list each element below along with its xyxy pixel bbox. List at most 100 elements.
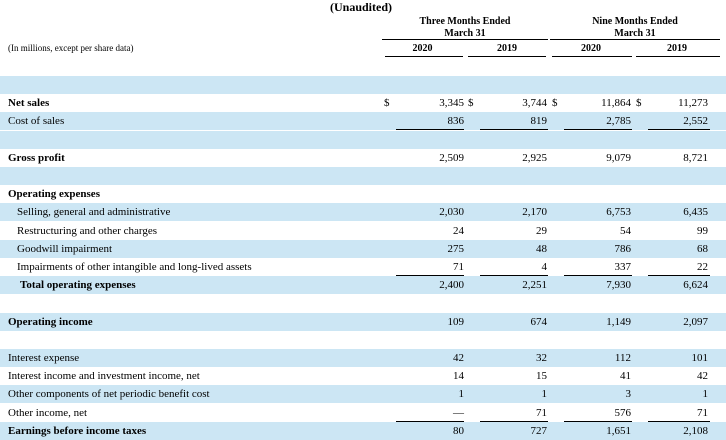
currency-symbol: $ bbox=[636, 97, 642, 110]
row-label: Total operating expenses bbox=[20, 279, 136, 292]
table-row: Operating expenses bbox=[0, 185, 726, 203]
cell-value: 2,785 bbox=[606, 115, 631, 128]
cell-value: 8,721 bbox=[683, 151, 708, 164]
cell-value: 674 bbox=[530, 315, 548, 328]
cell-value: 337 bbox=[614, 261, 632, 273]
subtotal-underline bbox=[648, 420, 710, 422]
table-row: Total operating expenses 2,400 2,251 7,930 6… bbox=[0, 276, 726, 295]
table-row bbox=[0, 76, 726, 94]
table-row: Other income, net — 71 576 71 bbox=[0, 404, 726, 422]
row-label: Interest expense bbox=[8, 352, 80, 364]
row-label: Other components of net periodic benefit… bbox=[8, 388, 210, 401]
cell-value: 14 bbox=[453, 370, 464, 383]
cell-value: 9,079 bbox=[606, 151, 631, 164]
subtotal-underline bbox=[396, 275, 464, 276]
row-label: Earnings before income taxes bbox=[8, 424, 147, 437]
table-row: Interest income and investment income, n… bbox=[0, 367, 726, 385]
cell-value: 2,097 bbox=[683, 315, 708, 328]
cell-value: 2,400 bbox=[439, 279, 464, 292]
row-label: Operating expenses bbox=[8, 188, 100, 201]
cell-value: 71 bbox=[697, 406, 708, 419]
cell-value: 3,345 bbox=[439, 97, 464, 110]
year-underline bbox=[636, 56, 720, 57]
subtotal-underline bbox=[480, 275, 548, 276]
cell-value: 2,170 bbox=[522, 206, 547, 219]
cell-value: 3 bbox=[625, 388, 632, 401]
table-row bbox=[0, 167, 726, 185]
cell-value: 112 bbox=[614, 352, 631, 364]
subtotal-underline bbox=[396, 129, 464, 131]
cell-value: 24 bbox=[453, 224, 464, 237]
cell-value: 68 bbox=[697, 242, 708, 255]
cell-value: — bbox=[453, 406, 464, 419]
cell-value: 11,864 bbox=[601, 97, 631, 110]
cell-value: 1,651 bbox=[606, 424, 631, 437]
year-header-q-2020: 2020 bbox=[412, 43, 433, 54]
cell-value: 11,273 bbox=[678, 97, 708, 110]
table-row: Restructuring and other charges 24 29 54 99 bbox=[0, 222, 726, 240]
cell-value: 41 bbox=[620, 370, 631, 383]
cell-value: 71 bbox=[453, 261, 464, 273]
cell-value: 15 bbox=[536, 370, 547, 383]
nine-months-header: Nine Months Ended March 31 bbox=[550, 16, 720, 40]
table-row: Interest expense 42 32 112 101 bbox=[0, 349, 726, 367]
subtotal-underline bbox=[480, 129, 548, 131]
nine-months-header-line2: March 31 bbox=[614, 28, 656, 39]
row-label: Net sales bbox=[8, 97, 50, 110]
cell-value: 7,930 bbox=[606, 279, 631, 292]
subtotal-underline bbox=[480, 420, 548, 422]
cell-value: 2,251 bbox=[522, 279, 547, 292]
cell-value: 1 bbox=[541, 388, 548, 401]
row-label: Other income, net bbox=[8, 406, 88, 419]
three-months-header-line2: March 31 bbox=[444, 28, 486, 39]
cell-value: 1 bbox=[702, 388, 709, 401]
cell-value: 101 bbox=[691, 352, 709, 364]
table-row: Net sales $ $ $ $3,345 3,744 11,864 11,273 bbox=[0, 94, 726, 112]
year-header-n-2019: 2019 bbox=[667, 43, 687, 54]
three-months-header-line1: Three Months Ended bbox=[419, 16, 511, 27]
cell-value: 109 bbox=[447, 315, 465, 328]
three-months-divider bbox=[382, 39, 548, 40]
table-row: Impairments of other intangible and long… bbox=[0, 258, 726, 276]
row-label: Cost of sales bbox=[8, 115, 65, 128]
currency-symbol: $ bbox=[384, 97, 390, 110]
subtotal-underline bbox=[396, 420, 464, 422]
three-months-header: Three Months Ended March 31 bbox=[382, 16, 548, 40]
cell-value: 48 bbox=[536, 242, 547, 255]
nine-months-divider bbox=[550, 39, 720, 40]
cell-value: 54 bbox=[620, 224, 631, 237]
row-label: Restructuring and other charges bbox=[17, 224, 158, 237]
cell-value: 275 bbox=[447, 242, 465, 255]
table-row bbox=[0, 294, 726, 312]
currency-symbol: $ bbox=[552, 97, 558, 110]
cell-value: 3,744 bbox=[522, 97, 547, 110]
units-caption: (In millions, except per share data) bbox=[8, 43, 134, 53]
table-row: Gross profit 2,509 2,925 9,079 8,721 bbox=[0, 149, 726, 167]
table-row bbox=[0, 130, 726, 149]
subtotal-underline bbox=[564, 420, 632, 422]
cell-value: 1,149 bbox=[606, 315, 631, 328]
cell-value: 29 bbox=[536, 224, 547, 237]
cell-value: 1 bbox=[458, 388, 465, 401]
cell-value: 22 bbox=[697, 261, 708, 273]
cell-value: 6,435 bbox=[683, 206, 708, 219]
cell-value: 99 bbox=[697, 224, 708, 237]
cell-value: 2,108 bbox=[683, 424, 708, 437]
cell-value: 32 bbox=[536, 352, 547, 364]
cell-value: 786 bbox=[614, 242, 632, 255]
table-row bbox=[0, 331, 726, 349]
cell-value: 80 bbox=[453, 424, 464, 437]
nine-months-header-line1: Nine Months Ended bbox=[592, 16, 678, 27]
cell-value: 576 bbox=[614, 406, 632, 419]
table-row: Earnings before income taxes 80 727 1,651 2,… bbox=[0, 421, 726, 440]
subtotal-underline bbox=[648, 129, 710, 131]
row-label: Impairments of other intangible and long… bbox=[17, 261, 252, 273]
row-label: Gross profit bbox=[8, 151, 65, 164]
table-row: Selling, general and administrative 2,030… bbox=[0, 203, 726, 222]
cell-value: 42 bbox=[453, 352, 464, 364]
subtotal-underline bbox=[564, 129, 632, 131]
year-underline bbox=[468, 56, 546, 57]
cell-value: 2,509 bbox=[439, 151, 464, 164]
cell-value: 2,030 bbox=[439, 206, 464, 219]
cell-value: 2,552 bbox=[683, 115, 708, 128]
